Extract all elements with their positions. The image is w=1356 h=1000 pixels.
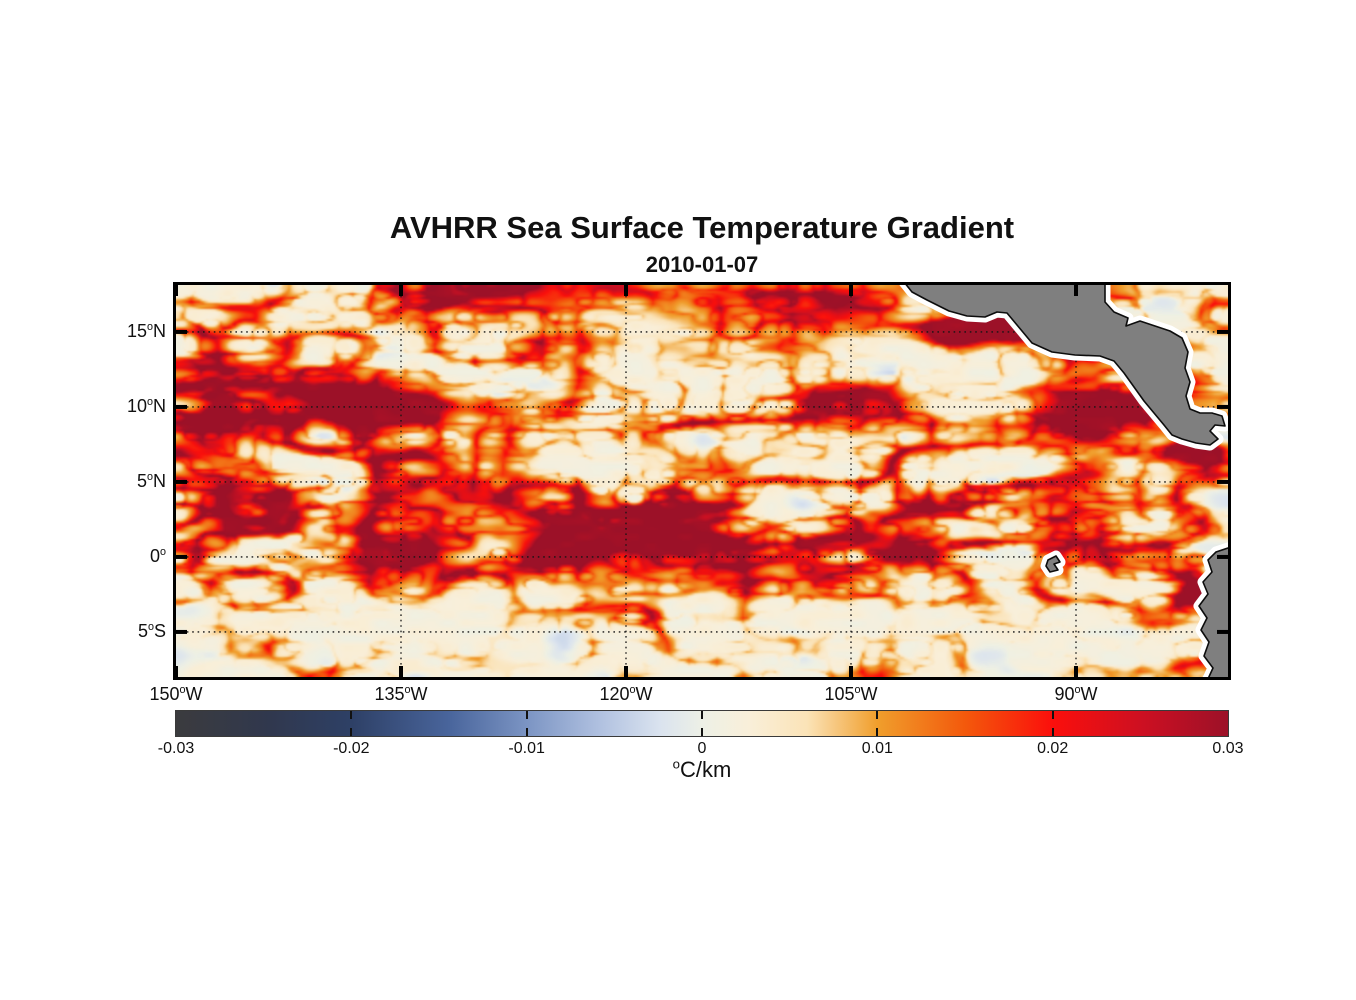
colorbar-tick-label: 0 <box>697 740 707 757</box>
figure-title: AVHRR Sea Surface Temperature Gradient <box>389 210 1015 245</box>
colorbar-tick <box>876 711 879 719</box>
axis-tick-top <box>849 285 853 296</box>
colorbar-tick <box>1051 711 1054 719</box>
y-tick-label: 0o <box>149 545 166 566</box>
figure-date-subtitle: 2010-01-07 <box>645 252 759 277</box>
axis-tick-right <box>1217 329 1228 334</box>
colorbar <box>175 710 1229 737</box>
axis-tick-right <box>1217 629 1228 634</box>
x-tick-label: 120oW <box>599 684 653 704</box>
x-tick-label: 90oW <box>1054 684 1098 704</box>
axis-tick-bottom <box>399 666 403 677</box>
y-tick-label: 5oN <box>136 470 166 491</box>
land-south-america <box>1198 547 1228 677</box>
colorbar-tick <box>525 728 528 736</box>
x-tick-label: 135oW <box>374 684 428 704</box>
land-mexico-central-america <box>905 285 1226 446</box>
axis-tick-left <box>176 404 187 409</box>
axis-tick-top <box>176 285 178 296</box>
axis-tick-left <box>176 329 187 334</box>
colorbar-tick <box>701 728 703 736</box>
axis-tick-bottom <box>849 666 853 677</box>
axis-tick-right <box>1217 554 1228 559</box>
axis-tick-right <box>1217 479 1228 484</box>
x-tick-label: 105oW <box>824 684 878 704</box>
colorbar-tick <box>876 728 879 736</box>
colorbar-tick-label: -0.01 <box>508 740 545 757</box>
colorbar-tick <box>701 711 703 719</box>
colorbar-tick-label: -0.02 <box>333 740 370 757</box>
y-tick-label: 15oN <box>126 320 166 341</box>
colorbar-tick-label: 0.02 <box>1037 740 1069 757</box>
colorbar-tick <box>1051 728 1054 736</box>
colorbar-tick <box>350 711 353 719</box>
map-overlay <box>176 285 1228 677</box>
axis-tick-bottom <box>624 666 628 677</box>
y-tick-label: 5oS <box>137 620 166 641</box>
axis-tick-top <box>624 285 628 296</box>
x-tick-label: 150oW <box>149 684 203 704</box>
y-tick-label: 10oN <box>126 395 166 416</box>
colorbar-tick <box>350 728 353 736</box>
colorbar-tick <box>525 711 528 719</box>
axis-tick-bottom <box>176 666 178 677</box>
island-galapagos <box>1045 555 1061 573</box>
axis-tick-right <box>1217 404 1228 409</box>
map-plot-area <box>173 282 1231 680</box>
axis-tick-left <box>176 554 187 559</box>
colorbar-unit-label: oC/km <box>672 756 732 782</box>
axis-tick-bottom <box>1074 666 1078 677</box>
axis-tick-left <box>176 479 187 484</box>
colorbar-tick-label: -0.03 <box>157 740 195 757</box>
axis-tick-left <box>176 629 187 634</box>
colorbar-tick-label: 0.03 <box>1212 740 1244 757</box>
axis-tick-top <box>1074 285 1078 296</box>
axis-tick-top <box>399 285 403 296</box>
colorbar-tick-label: 0.01 <box>861 740 893 757</box>
